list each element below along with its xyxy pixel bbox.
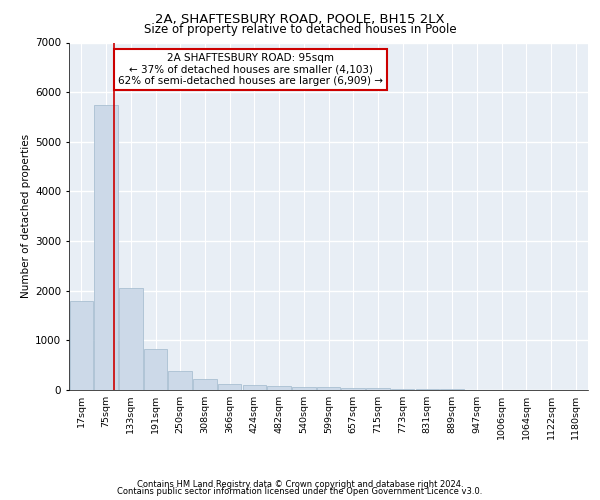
Bar [416,389,439,390]
Text: 2A, SHAFTESBURY ROAD, POOLE, BH15 2LX: 2A, SHAFTESBURY ROAD, POOLE, BH15 2LX [155,12,445,26]
Bar [391,388,415,390]
Y-axis label: Number of detached properties: Number of detached properties [21,134,31,298]
Bar [144,350,167,390]
Bar [169,371,192,390]
Text: Contains public sector information licensed under the Open Government Licence v3: Contains public sector information licen… [118,488,482,496]
Bar [341,388,365,390]
Text: Size of property relative to detached houses in Poole: Size of property relative to detached ho… [143,22,457,36]
Bar [366,388,389,390]
Bar [268,386,291,390]
Text: 2A SHAFTESBURY ROAD: 95sqm
← 37% of detached houses are smaller (4,103)
62% of s: 2A SHAFTESBURY ROAD: 95sqm ← 37% of deta… [118,53,383,86]
Bar [193,380,217,390]
Bar [70,300,93,390]
Bar [242,384,266,390]
Bar [317,388,340,390]
Text: Contains HM Land Registry data © Crown copyright and database right 2024.: Contains HM Land Registry data © Crown c… [137,480,463,489]
Bar [218,384,241,390]
Bar [94,104,118,390]
Bar [119,288,143,390]
Bar [292,387,316,390]
